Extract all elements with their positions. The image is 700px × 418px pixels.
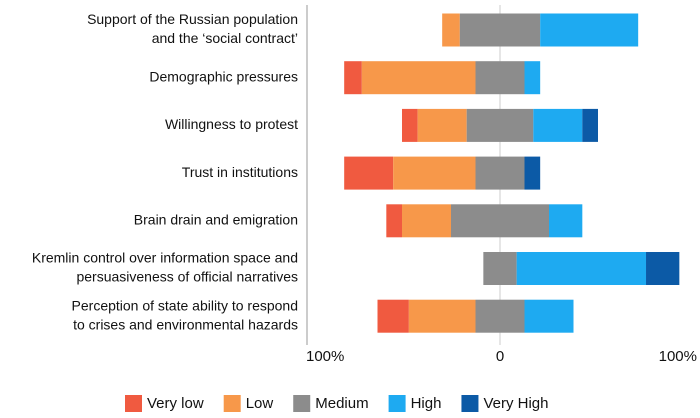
bar-segment	[466, 108, 534, 142]
bar-segment	[524, 156, 541, 190]
bar-segment	[393, 156, 476, 190]
bar-segment	[475, 156, 525, 190]
bar-segment	[549, 204, 583, 238]
bar-segment	[524, 61, 541, 95]
category-label: persuasiveness of official narratives	[76, 269, 298, 285]
bar-segment	[516, 252, 647, 285]
bar-segment	[402, 108, 418, 142]
bar-segment	[540, 13, 639, 47]
category-label: Brain drain and emigration	[134, 212, 298, 228]
legend-label: Medium	[315, 395, 368, 412]
legend-swatch	[223, 395, 241, 412]
legend-swatch	[388, 395, 406, 412]
bar-segment	[417, 108, 467, 142]
category-label: to crises and environmental hazards	[73, 316, 298, 332]
x-tick-label: 100%	[659, 348, 697, 365]
bar-segment	[402, 204, 451, 238]
bar-segment	[524, 299, 574, 333]
legend-label: High	[411, 395, 442, 412]
bar-segment	[377, 299, 409, 333]
category-label: and the ‘social contract’	[152, 30, 298, 46]
bar-segment	[344, 156, 394, 190]
bar-segment	[459, 13, 541, 47]
bar-segment	[442, 13, 460, 47]
bar-segment	[361, 61, 476, 95]
x-tick-label: 0	[496, 348, 504, 365]
category-label: Trust in institutions	[182, 164, 298, 180]
bar-segment	[533, 108, 583, 142]
legend-swatch	[461, 395, 479, 412]
bar-segment	[475, 299, 525, 333]
bar-segment	[646, 252, 680, 285]
category-label: Perception of state ability to respond	[72, 297, 298, 313]
legend-swatch	[293, 395, 311, 412]
bar-segment	[582, 108, 598, 142]
bar-segment	[408, 299, 476, 333]
legend-label: Low	[246, 395, 274, 412]
legend-label: Very High	[483, 395, 548, 412]
bar-segment	[483, 252, 517, 285]
bar-segment	[386, 204, 402, 238]
legend-label: Very low	[147, 395, 204, 412]
x-tick-label: 100%	[306, 348, 344, 365]
legend-swatch	[125, 395, 142, 412]
category-label: Kremlin control over information space a…	[32, 250, 298, 266]
bar-segment	[451, 204, 549, 238]
category-label: Support of the Russian population	[87, 11, 298, 27]
category-label: Willingness to protest	[165, 116, 298, 132]
category-label: Demographic pressures	[149, 68, 298, 84]
bar-segment	[344, 61, 362, 95]
bar-segment	[475, 61, 525, 95]
